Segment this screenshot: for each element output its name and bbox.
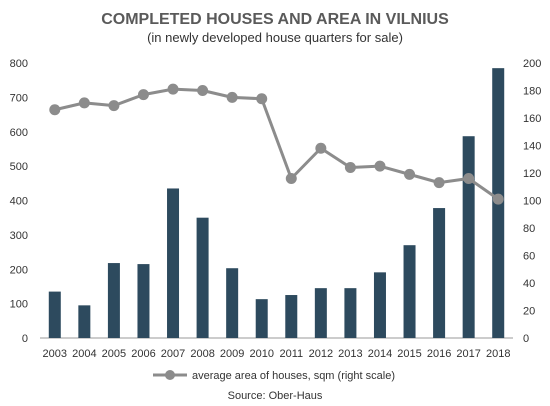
left-tick-label: 600 [10,127,28,139]
line-point [374,160,386,172]
left-tick-label: 100 [10,299,28,311]
legend: average area of houses, sqm (right scale… [153,370,395,382]
legend-label: average area of houses, sqm (right scale… [192,370,395,382]
line-point [492,193,504,205]
line-point [433,177,445,189]
line-point [167,83,179,95]
bar [462,136,475,338]
legend-marker-swatch [165,370,175,380]
right-tick-label: 180 [523,86,541,98]
bar [433,208,446,338]
x-tick-label: 2014 [368,348,392,360]
x-tick-label: 2007 [161,348,185,360]
right-tick-label: 40 [523,278,535,290]
x-tick-label: 2018 [486,348,510,360]
bar [373,272,386,338]
right-tick-label: 20 [523,306,535,318]
x-tick-label: 2017 [456,348,480,360]
x-tick-label: 2006 [131,348,155,360]
line-point [256,93,268,105]
bar [255,299,268,338]
left-tick-label: 800 [10,58,28,70]
x-tick-label: 2004 [72,348,96,360]
bar [107,263,120,338]
right-tick-label: 60 [523,251,535,263]
line-point [463,173,475,184]
x-tick-label: 2015 [397,348,421,360]
right-axis: 0 20 40 60 80 100 120 140 160 180 200 [523,58,541,345]
chart-subtitle: (in newly developed house quarters for s… [147,30,403,45]
bar [48,291,61,338]
right-tick-label: 100 [523,196,541,208]
line-point [108,100,120,112]
x-tick-label: 2009 [220,348,244,360]
bar [196,217,209,338]
bar [78,305,91,338]
line-path [54,87,500,201]
line-point [49,104,61,116]
right-tick-label: 140 [523,141,541,153]
x-axis: 2003 2004 2005 2006 2007 2008 2009 2010 2011 2012… [43,348,511,360]
bar [137,264,150,338]
left-tick-label: 500 [10,161,28,173]
x-tick-label: 2012 [309,348,333,360]
line-point [344,162,356,173]
source-note: Source: Ober-Haus [228,390,323,402]
x-tick-label: 2003 [43,348,67,360]
bar [403,245,416,338]
right-tick-label: 0 [523,333,529,345]
x-tick-label: 2010 [249,348,273,360]
right-tick-label: 160 [523,113,541,125]
x-tick-label: 2005 [102,348,126,360]
line-point [226,91,238,103]
x-tick-label: 2016 [427,348,451,360]
line-point [404,168,416,180]
left-tick-label: 200 [10,264,28,276]
left-axis: 0 100 200 300 400 500 600 700 800 [10,58,28,345]
line-point [285,173,297,184]
bar [167,188,180,338]
bar [344,288,357,338]
chart-title: COMPLETED HOUSES AND AREA IN VILNIUS [101,11,449,28]
bar [226,268,239,338]
line-point [197,85,209,96]
x-tick-label: 2011 [279,348,303,360]
line-series [49,83,504,205]
right-tick-label: 80 [523,223,535,235]
left-tick-label: 0 [22,333,28,345]
x-tick-label: 2008 [190,348,214,360]
left-tick-label: 700 [10,92,28,104]
left-tick-label: 300 [10,230,28,242]
line-point [78,97,90,109]
bar [285,295,298,338]
left-tick-label: 400 [10,196,28,208]
line-point [315,142,327,154]
right-tick-label: 200 [523,58,541,70]
x-tick-label: 2013 [338,348,362,360]
right-tick-label: 120 [523,168,541,180]
line-point [137,89,149,101]
bar [314,288,327,338]
